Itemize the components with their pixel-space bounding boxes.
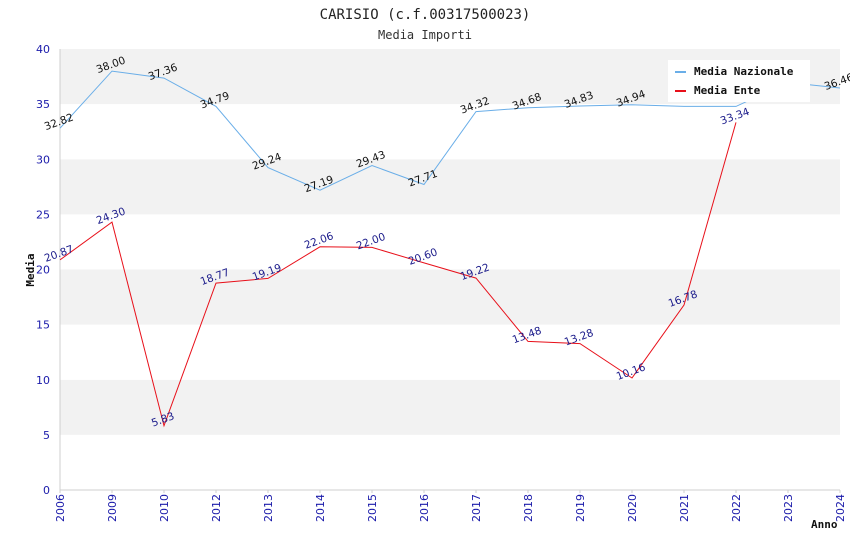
grid-band: [60, 379, 840, 435]
chart-title: CARISIO (c.f.00317500023): [320, 7, 531, 23]
y-tick-label: 0: [43, 484, 50, 497]
grid-band: [60, 434, 840, 490]
x-axis-label: Anno: [811, 518, 838, 531]
grid-band: [60, 269, 840, 325]
grid-band: [60, 104, 840, 160]
legend-label-media-ente: Media Ente: [694, 84, 761, 97]
grid-band: [60, 214, 840, 270]
x-tick-label: 2020: [626, 494, 639, 522]
legend-box: [668, 60, 810, 102]
y-tick-label: 20: [36, 264, 50, 277]
y-tick-label: 10: [36, 374, 50, 387]
y-tick-label: 25: [36, 208, 50, 221]
x-tick-label: 2013: [262, 494, 275, 522]
x-tick-label: 2021: [678, 494, 691, 522]
x-tick-label: 2018: [522, 494, 535, 522]
y-tick-label: 35: [36, 98, 50, 111]
y-axis-ticks: 0 5 10 15 20 25 30 35 40: [36, 43, 50, 497]
x-tick-label: 2015: [366, 494, 379, 522]
grid-bands: [60, 49, 840, 490]
series-line-media-ente: [59, 122, 737, 428]
series-lines: [59, 70, 841, 428]
grid-band: [60, 324, 840, 380]
y-tick-label: 5: [43, 429, 50, 442]
x-tick-label: 2024: [834, 494, 847, 522]
y-tick-label: 15: [36, 319, 50, 332]
x-tick-label: 2023: [782, 494, 795, 522]
x-tick-label: 2017: [470, 494, 483, 522]
grid-band: [60, 159, 840, 215]
x-tick-label: 2006: [54, 494, 67, 522]
y-tick-label: 40: [36, 43, 50, 56]
axes: [59, 49, 840, 491]
x-tick-label: 2009: [106, 494, 119, 522]
y-tick-label: 30: [36, 153, 50, 166]
x-tick-label: 2022: [730, 494, 743, 522]
x-tick-label: 2014: [314, 494, 327, 522]
x-tick-label: 2016: [418, 494, 431, 522]
x-tick-label: 2012: [210, 494, 223, 522]
x-axis-ticks: 2006 2009 2010 2012 2013 2014 2015 2016 2017 2018…: [54, 490, 847, 522]
y-axis-label: Media: [24, 253, 37, 286]
x-tick-label: 2010: [158, 494, 171, 522]
legend-label-media-nazionale: Media Nazionale: [694, 65, 794, 78]
chart-subtitle: Media Importi: [378, 28, 472, 42]
legend: Media Nazionale Media Ente: [668, 60, 810, 102]
series-line-media-nazionale: [59, 70, 841, 191]
x-tick-label: 2019: [574, 494, 587, 522]
